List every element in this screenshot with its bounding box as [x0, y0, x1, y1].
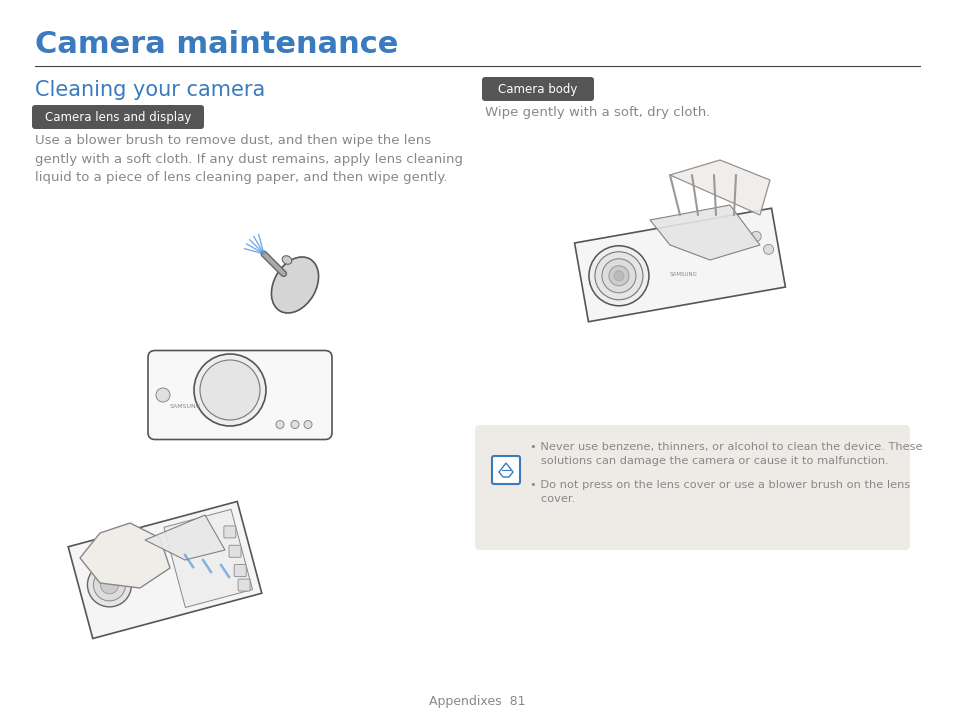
FancyBboxPatch shape	[229, 545, 241, 557]
Circle shape	[156, 388, 170, 402]
FancyBboxPatch shape	[481, 77, 594, 101]
Text: Appendixes  81: Appendixes 81	[428, 695, 525, 708]
Polygon shape	[164, 509, 253, 608]
FancyBboxPatch shape	[32, 105, 204, 129]
Text: cover.: cover.	[530, 494, 575, 504]
Circle shape	[88, 563, 132, 607]
Polygon shape	[145, 515, 225, 560]
Text: • Do not press on the lens cover or use a blower brush on the lens: • Do not press on the lens cover or use …	[530, 480, 909, 490]
Circle shape	[595, 252, 642, 300]
Circle shape	[200, 360, 260, 420]
Polygon shape	[68, 501, 261, 639]
Text: Camera lens and display: Camera lens and display	[45, 110, 191, 124]
Circle shape	[215, 376, 244, 404]
FancyBboxPatch shape	[475, 425, 909, 550]
FancyBboxPatch shape	[148, 351, 332, 439]
Polygon shape	[649, 205, 760, 260]
Text: SAMSUNG: SAMSUNG	[170, 405, 201, 410]
Polygon shape	[574, 208, 784, 322]
Circle shape	[208, 368, 252, 412]
FancyBboxPatch shape	[224, 526, 235, 538]
Text: Camera maintenance: Camera maintenance	[35, 30, 398, 59]
Circle shape	[193, 354, 266, 426]
FancyBboxPatch shape	[233, 564, 246, 577]
FancyBboxPatch shape	[492, 456, 519, 484]
Circle shape	[291, 420, 298, 428]
Text: Use a blower brush to remove dust, and then wipe the lens
gently with a soft clo: Use a blower brush to remove dust, and t…	[35, 134, 462, 184]
Text: Camera body: Camera body	[497, 83, 578, 96]
Text: • Never use benzene, thinners, or alcohol to clean the device. These: • Never use benzene, thinners, or alcoho…	[530, 442, 922, 452]
Circle shape	[93, 569, 126, 601]
Polygon shape	[80, 523, 170, 588]
Circle shape	[588, 246, 648, 306]
FancyBboxPatch shape	[238, 579, 250, 591]
Text: Wipe gently with a soft, dry cloth.: Wipe gently with a soft, dry cloth.	[484, 106, 710, 119]
Ellipse shape	[282, 256, 292, 264]
Text: SAMSUNG: SAMSUNG	[669, 272, 698, 277]
Text: Cleaning your camera: Cleaning your camera	[35, 80, 265, 100]
Circle shape	[223, 383, 236, 397]
Circle shape	[304, 420, 312, 428]
Circle shape	[601, 258, 636, 293]
Circle shape	[275, 420, 284, 428]
Text: solutions can damage the camera or cause it to malfunction.: solutions can damage the camera or cause…	[530, 456, 888, 466]
Circle shape	[608, 266, 628, 286]
Circle shape	[750, 231, 760, 241]
Circle shape	[100, 576, 118, 594]
Circle shape	[762, 244, 773, 254]
Circle shape	[614, 271, 623, 281]
Polygon shape	[669, 160, 769, 215]
Ellipse shape	[272, 257, 318, 313]
